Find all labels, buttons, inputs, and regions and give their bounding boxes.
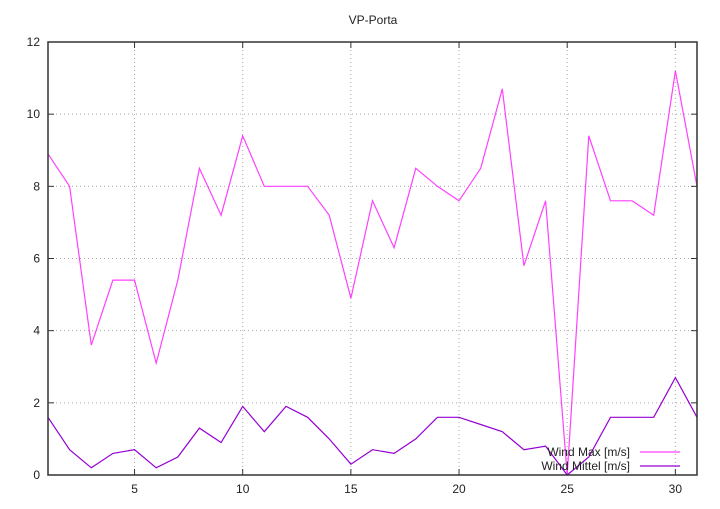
legend-label: Wind Max [m/s] [547,445,630,459]
x-tick-label: 5 [131,482,138,496]
y-tick-label: 12 [27,35,41,49]
y-tick-label: 2 [33,396,40,410]
grid [48,42,697,475]
chart-title: VP-Porta [349,13,398,27]
x-tick-label: 10 [236,482,250,496]
legend: Wind Max [m/s]Wind Mittel [m/s] [541,445,680,473]
y-tick-label: 4 [33,324,40,338]
y-tick-label: 8 [33,179,40,193]
y-tick-label: 10 [27,107,41,121]
x-tick-label: 15 [344,482,358,496]
y-tick-label: 0 [33,468,40,482]
axis-ticks: 0 2 4 6 8 10 12 5 10 15 20 25 30 [27,35,697,496]
series-lines [47,70,698,476]
y-tick-label: 6 [33,252,40,266]
x-tick-label: 30 [669,482,683,496]
series-line-wind-mittel [47,376,698,476]
series-line-wind-max [47,70,698,476]
x-tick-label: 25 [561,482,575,496]
x-tick-label: 20 [452,482,466,496]
plot-frame [47,41,698,476]
legend-label: Wind Mittel [m/s] [541,459,630,473]
